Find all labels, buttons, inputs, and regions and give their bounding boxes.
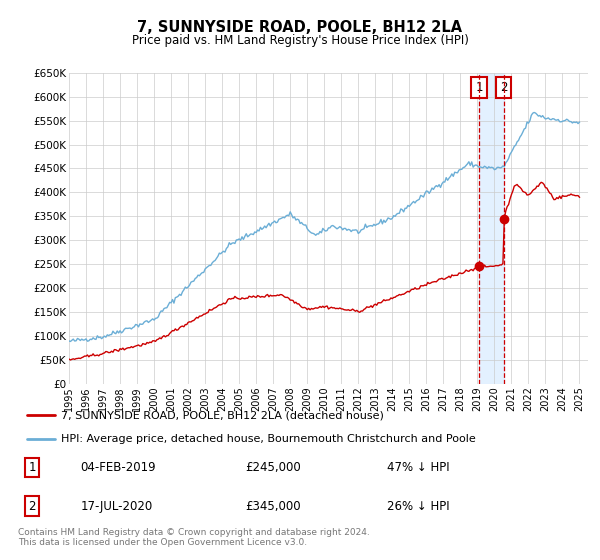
Text: 1: 1 — [28, 461, 36, 474]
Text: HPI: Average price, detached house, Bournemouth Christchurch and Poole: HPI: Average price, detached house, Bour… — [61, 434, 475, 444]
Text: 47% ↓ HPI: 47% ↓ HPI — [386, 461, 449, 474]
Text: 7, SUNNYSIDE ROAD, POOLE, BH12 2LA: 7, SUNNYSIDE ROAD, POOLE, BH12 2LA — [137, 20, 463, 35]
Text: £345,000: £345,000 — [245, 500, 301, 512]
Text: 04-FEB-2019: 04-FEB-2019 — [80, 461, 156, 474]
Bar — [479, 73, 503, 384]
Text: 7, SUNNYSIDE ROAD, POOLE, BH12 2LA (detached house): 7, SUNNYSIDE ROAD, POOLE, BH12 2LA (deta… — [61, 410, 383, 420]
Text: 26% ↓ HPI: 26% ↓ HPI — [386, 500, 449, 512]
Text: 2: 2 — [500, 81, 508, 94]
Text: £245,000: £245,000 — [245, 461, 301, 474]
Text: Contains HM Land Registry data © Crown copyright and database right 2024.
This d: Contains HM Land Registry data © Crown c… — [18, 528, 370, 547]
Text: 17-JUL-2020: 17-JUL-2020 — [80, 500, 152, 512]
Text: Price paid vs. HM Land Registry's House Price Index (HPI): Price paid vs. HM Land Registry's House … — [131, 34, 469, 46]
Text: 2: 2 — [28, 500, 36, 512]
Text: 1: 1 — [475, 81, 482, 94]
